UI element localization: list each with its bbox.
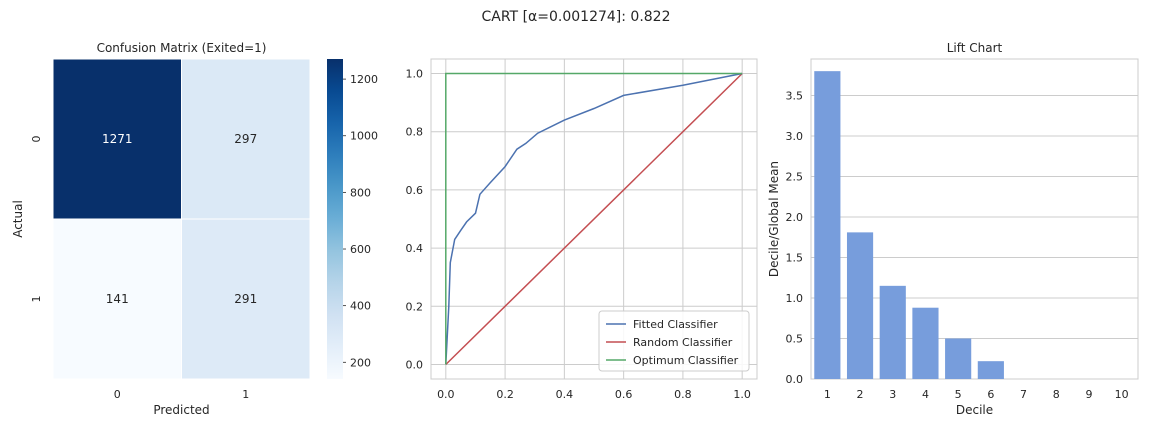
roc-x-tick-label: 0.2 (496, 388, 514, 401)
heatmap-cell (181, 218, 311, 380)
roc-legend-label: Optimum Classifier (633, 354, 739, 367)
roc-legend-label: Fitted Classifier (633, 318, 718, 331)
lift-y-tick-label: 2.5 (786, 170, 804, 183)
roc-legend-label: Random Classifier (633, 336, 733, 349)
lift-bar (846, 232, 874, 379)
lift-y-tick-label: 1.0 (786, 292, 804, 305)
lift-x-tick-label: 10 (1115, 388, 1129, 401)
roc-series-line (445, 72, 743, 365)
heatmap-x-tick-label: 0 (114, 388, 121, 401)
lift-plot-frame (810, 58, 1139, 380)
colorbar-tick-label: 1200 (350, 73, 378, 86)
lift-bar (912, 307, 939, 379)
lift-bar (879, 285, 906, 379)
heatmap-cell-label: 1271 (102, 132, 133, 146)
colorbar-tick-label: 600 (350, 243, 371, 256)
lift-x-tick-label: 7 (1020, 388, 1027, 401)
heatmap-cell (52, 218, 182, 380)
roc-x-tick-label: 0.8 (674, 388, 692, 401)
roc-series-line (445, 72, 743, 366)
roc-series-line (445, 72, 743, 365)
roc-x-tick-label: 1.0 (733, 388, 751, 401)
heatmap-x-axis-label: Predicted (153, 403, 209, 417)
heatmap-y-axis-label: Actual (11, 200, 25, 238)
heatmap-cell-label: 141 (106, 292, 129, 306)
lift-y-axis-label: Decile/Global Mean (767, 161, 781, 277)
lift-x-tick-label: 3 (889, 388, 896, 401)
lift-x-axis-label: Decile (956, 403, 993, 417)
lift-x-tick-label: 9 (1085, 388, 1092, 401)
heatmap-cell-label: 291 (234, 292, 257, 306)
lift-x-tick-label: 5 (955, 388, 962, 401)
lift-x-tick-label: 4 (922, 388, 929, 401)
heatmap-x-tick-label: 1 (242, 388, 249, 401)
heatmap-y-tick-label: 0 (30, 136, 43, 143)
roc-y-tick-label: 0.8 (406, 126, 424, 139)
lift-bar (814, 71, 841, 379)
colorbar-tick-label: 800 (350, 186, 371, 199)
lift-x-tick-label: 2 (857, 388, 864, 401)
heatmap-cell (52, 58, 182, 220)
lift-x-tick-label: 1 (824, 388, 831, 401)
roc-x-tick-label: 0.0 (437, 388, 455, 401)
roc-y-tick-label: 0.6 (406, 184, 424, 197)
lift-y-tick-label: 0.5 (786, 332, 804, 345)
lift-bar (945, 338, 972, 379)
colorbar-tick-label: 200 (350, 356, 371, 369)
lift-y-tick-label: 3.5 (786, 89, 804, 102)
roc-y-tick-label: 0.0 (406, 358, 424, 371)
lift-y-tick-label: 1.5 (786, 251, 804, 264)
heatmap-cell (181, 58, 311, 220)
roc-x-tick-label: 0.4 (556, 388, 574, 401)
figure-title: CART [α=0.001274]: 0.822 (482, 9, 671, 25)
lift-chart-panel: 0.0 0.5 1.0 1.5 2.0 2.5 3.0 3.5 1 2 3 4 5 6 7 8 9 10 Decil… (767, 41, 1139, 417)
confusion-matrix-panel: 1271 297 141 291 0 1 0 1 Predicted Actual Confusio… (11, 41, 378, 417)
lift-y-tick-label: 3.0 (786, 130, 804, 143)
heatmap-cell-label: 297 (234, 132, 257, 146)
lift-x-tick-label: 6 (987, 388, 994, 401)
colorbar-tick-label: 400 (350, 300, 371, 313)
roc-y-tick-label: 0.2 (406, 300, 424, 313)
lift-x-tick-label: 8 (1053, 388, 1060, 401)
roc-x-tick-label: 0.6 (615, 388, 633, 401)
lift-title: Lift Chart (947, 41, 1003, 55)
roc-curve-panel: 0.0 0.2 0.4 0.6 0.8 1.0 0.0 0.2 0.4 0.6 0.8 1.0 Fitt… (406, 58, 758, 401)
lift-bar (977, 361, 1004, 379)
roc-plot-frame (430, 58, 758, 380)
lift-y-tick-label: 2.0 (786, 211, 804, 224)
roc-y-tick-label: 1.0 (406, 68, 424, 81)
lift-y-tick-label: 0.0 (786, 373, 804, 386)
heatmap-title: Confusion Matrix (Exited=1) (97, 41, 267, 55)
colorbar-tick-label: 1000 (350, 130, 378, 143)
heatmap-y-tick-label: 1 (30, 296, 43, 303)
colorbar (327, 59, 343, 379)
roc-y-tick-label: 0.4 (406, 242, 424, 255)
roc-legend (598, 310, 750, 372)
